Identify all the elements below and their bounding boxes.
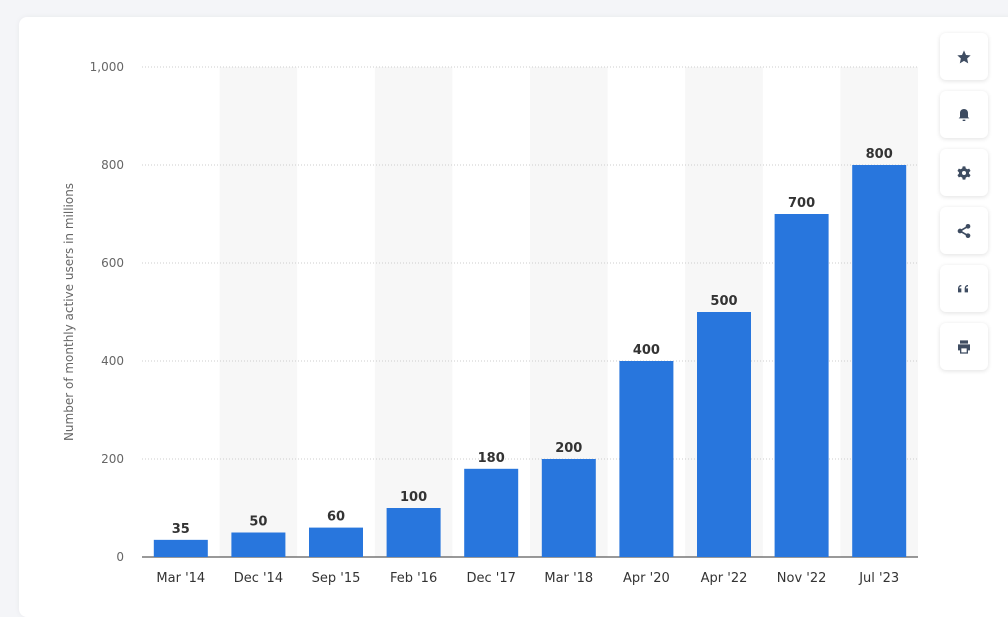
x-tick-label: Dec '17 xyxy=(466,571,515,586)
print-icon xyxy=(958,339,970,354)
x-tick-label: Jul '23 xyxy=(858,571,899,586)
quote-icon xyxy=(958,284,968,292)
data-label: 60 xyxy=(327,510,345,525)
data-label: 400 xyxy=(633,343,660,358)
y-axis-label: Number of monthly active users in millio… xyxy=(62,183,76,441)
data-label: 50 xyxy=(249,515,267,530)
band xyxy=(374,67,453,557)
y-tick-label: 0 xyxy=(116,550,124,564)
y-tick-label: 800 xyxy=(101,158,124,172)
x-tick-label: Nov '22 xyxy=(777,571,827,586)
bell-icon xyxy=(958,108,970,121)
bar xyxy=(619,361,674,557)
x-tick-label: Feb '16 xyxy=(390,571,437,586)
data-label: 700 xyxy=(788,196,815,211)
share-button[interactable] xyxy=(940,207,988,254)
x-tick-label: Apr '20 xyxy=(623,571,670,586)
y-tick-label: 1,000 xyxy=(90,60,124,74)
data-label: 800 xyxy=(866,147,893,162)
bar xyxy=(386,508,441,557)
cite-button[interactable] xyxy=(940,265,988,312)
x-tick-label: Mar '14 xyxy=(156,571,205,586)
data-label: 180 xyxy=(478,451,505,466)
bar xyxy=(153,539,208,557)
notification-button[interactable] xyxy=(940,91,988,138)
data-label: 100 xyxy=(400,490,427,505)
data-label: 500 xyxy=(710,294,737,309)
gear-icon xyxy=(957,165,971,180)
bar xyxy=(697,312,751,557)
bar xyxy=(309,527,363,557)
x-tick-label: Mar '18 xyxy=(544,571,593,586)
y-tick-label: 200 xyxy=(101,452,124,466)
favorite-button[interactable] xyxy=(940,33,988,80)
bar xyxy=(852,165,907,557)
bar xyxy=(774,214,829,557)
y-tick-label: 600 xyxy=(101,256,124,270)
bar xyxy=(541,459,596,557)
bar xyxy=(231,532,286,557)
print-button[interactable] xyxy=(940,323,988,370)
toolbar xyxy=(940,33,988,381)
x-tick-label: Dec '14 xyxy=(234,571,283,586)
band xyxy=(219,67,298,557)
bar xyxy=(464,468,519,557)
x-tick-label: Apr '22 xyxy=(701,571,748,586)
settings-button[interactable] xyxy=(940,149,988,196)
share-icon xyxy=(957,223,971,238)
y-tick-label: 400 xyxy=(101,354,124,368)
data-label: 200 xyxy=(555,441,582,456)
x-tick-label: Sep '15 xyxy=(312,571,361,586)
data-label: 35 xyxy=(172,522,190,537)
star-icon xyxy=(957,49,971,63)
